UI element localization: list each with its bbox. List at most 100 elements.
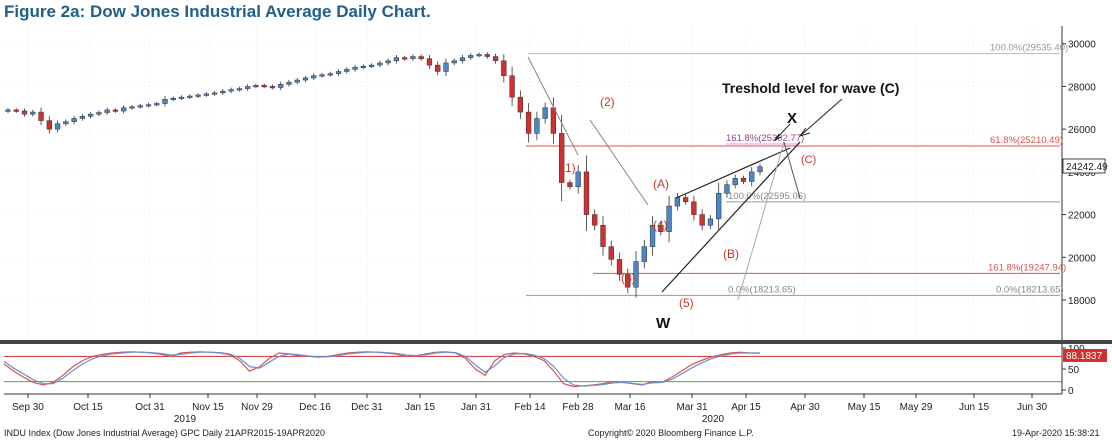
wave-annotation: (1) [561, 161, 576, 175]
fib-levels: 100.0%(29535.40) 61.8%(25210.49) 161.8%(25… [526, 43, 1068, 296]
candle-body [129, 106, 135, 109]
candle-body [261, 85, 267, 88]
price-tick-label: 28000 [1068, 82, 1096, 93]
stoch-series-line [3, 351, 760, 387]
candle-body [38, 111, 44, 121]
candle-body [195, 94, 201, 97]
figure-title: Figure 2a: Dow Jones Industrial Average … [4, 2, 431, 21]
x-tick-label: May 29 [900, 402, 933, 413]
candle-body [145, 104, 152, 107]
x-tick-label: Apr 30 [790, 402, 820, 413]
wave-annotation: (C) [801, 154, 816, 166]
stoch-tick-label: 50 [1068, 365, 1080, 376]
candle-body [410, 56, 416, 59]
candle-body [104, 109, 110, 113]
candle-body [542, 107, 548, 119]
candle-body [616, 259, 623, 275]
stoch-badge-bg [1063, 349, 1107, 362]
candle-body [154, 103, 160, 106]
candle-body [468, 55, 474, 58]
x-tick-label: Jun 15 [959, 402, 989, 413]
stoch-grid [4, 355, 1062, 383]
price-tick-label: 30000 [1068, 40, 1096, 51]
stochastic-panel [3, 351, 760, 388]
wave-annotation: (B) [723, 247, 739, 261]
candle-body [567, 182, 573, 188]
x-year-label: 2020 [702, 414, 725, 425]
candle-body [87, 113, 94, 117]
candle-body [385, 60, 391, 64]
price-tick-label: 26000 [1068, 125, 1096, 136]
candle-body [732, 178, 738, 185]
x-tick-label: Dec 16 [299, 402, 331, 413]
price-tick-label: 22000 [1068, 211, 1096, 222]
x-axis: Sep 30 Oct 15 Oct 31 Nov 15 Nov 29 Dec 16 Dec … [12, 394, 1047, 425]
last-price-badge-bg [1062, 158, 1106, 174]
candle-body [435, 64, 441, 72]
panel-divider [0, 340, 1112, 344]
x-arrow-line [774, 123, 791, 141]
candle-body [344, 69, 350, 72]
fib-level-label: 161.8%(25302.77) [726, 133, 804, 144]
x-year-label: 2019 [174, 414, 197, 425]
candle-body [54, 123, 61, 130]
threshold-arrow-head [798, 127, 811, 137]
wave-3-line [589, 119, 649, 206]
candle-body [559, 133, 565, 183]
x-tick-label: Jan 31 [461, 402, 491, 413]
candle-body [311, 75, 317, 79]
candle-body [625, 274, 631, 288]
wave-annotation: (5) [679, 296, 694, 310]
wave-annotation: (2) [600, 95, 615, 109]
c-wave-line-1 [737, 141, 785, 301]
candle-body [71, 118, 77, 122]
candle-body [691, 201, 697, 215]
candle-body [682, 197, 689, 203]
candle-body [393, 57, 400, 62]
candle-body [484, 54, 490, 57]
fib-level-label: 100.0%(29535.40) [990, 43, 1068, 54]
candle-body [294, 79, 300, 83]
last-price-badge: 24242.49 [1066, 162, 1108, 173]
candle-body [459, 57, 466, 62]
x-tick-label: Feb 14 [514, 402, 546, 413]
candle-body [699, 214, 705, 226]
fib-level-label: 0.0%(18213.65) [996, 284, 1064, 295]
candle-body [575, 171, 581, 188]
candle-body [21, 110, 28, 115]
candle-body [121, 107, 127, 112]
fib-level-label: 61.8%(25210.49) [990, 135, 1063, 146]
candle-body [377, 62, 383, 66]
candle-body [112, 109, 119, 112]
candle-body [352, 66, 358, 70]
candle-body [658, 225, 664, 232]
candle-body [501, 60, 507, 77]
wave-1-line [527, 56, 579, 156]
candle-body [716, 192, 722, 220]
candle-body [244, 86, 251, 89]
candle-body [534, 118, 540, 134]
fib-level-label: 0.0%(18213.65) [728, 284, 796, 295]
c-wave-line-2 [783, 141, 801, 199]
candle-body [203, 93, 209, 96]
grid-lines [4, 26, 1062, 340]
candle-body [649, 225, 656, 247]
candle-body [253, 85, 259, 88]
x-tick-label: Apr 15 [731, 402, 761, 413]
x-tick-label: Oct 31 [135, 402, 165, 413]
trend-drawings [527, 56, 843, 301]
candle-body [402, 57, 408, 60]
candle-body [220, 90, 226, 94]
threshold-arrow-line [799, 98, 843, 137]
x-tick-label: Jun 30 [1017, 402, 1047, 413]
candle-body [236, 88, 243, 91]
main-panel-frame [4, 26, 1062, 340]
candle-body [211, 92, 218, 95]
candle-body [162, 99, 168, 104]
candle-body [170, 97, 176, 100]
candle-body [476, 54, 482, 57]
candle-body [674, 197, 681, 207]
candle-body [5, 109, 11, 112]
candle-body [550, 107, 557, 134]
